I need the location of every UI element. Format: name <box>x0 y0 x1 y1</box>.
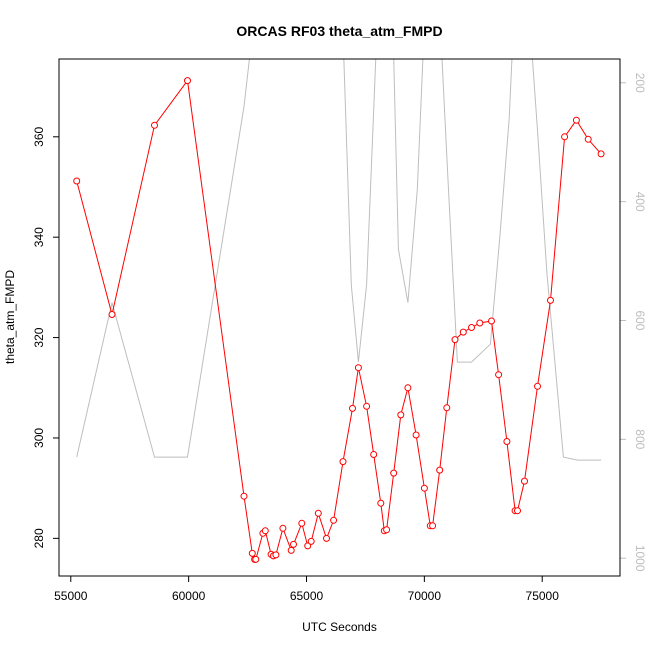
theta-point <box>252 555 260 563</box>
theta-point <box>73 177 81 185</box>
y-tick-label: 340 <box>32 227 46 247</box>
theta-point <box>287 546 295 554</box>
x-tick-label: 75000 <box>526 589 560 603</box>
theta-point <box>151 121 158 129</box>
pressure-line <box>76 59 602 461</box>
theta-series <box>73 77 605 563</box>
theta-point <box>240 492 248 500</box>
theta-point <box>370 451 378 458</box>
x-tick-label: 65000 <box>290 589 324 603</box>
theta-point <box>383 526 391 534</box>
theta-point <box>314 509 322 517</box>
y2-tick-label: 600 <box>633 310 647 330</box>
theta-point <box>304 542 312 550</box>
theta-point <box>495 371 503 379</box>
y2-tick-label: 800 <box>633 429 647 449</box>
theta-point <box>514 507 521 515</box>
theta-point <box>561 133 569 141</box>
theta-point <box>521 477 528 485</box>
pressure-series <box>76 59 602 461</box>
x-axis-label: UTC Seconds <box>302 620 377 634</box>
theta-point <box>503 438 511 445</box>
x-tick-label: 70000 <box>408 589 442 603</box>
theta-point <box>436 466 444 474</box>
theta-point <box>363 402 371 410</box>
theta-point <box>397 411 405 419</box>
y-tick-label: 360 <box>32 126 46 146</box>
y-tick-label: 280 <box>32 528 46 548</box>
theta-point <box>349 404 356 412</box>
theta-point <box>377 499 385 507</box>
theta-point <box>584 135 592 143</box>
theta-point <box>420 484 428 492</box>
y-tick-label: 320 <box>32 327 46 347</box>
theta-point <box>572 116 580 124</box>
theta-point <box>468 324 475 331</box>
theta-point <box>184 77 191 85</box>
theta-point <box>476 319 484 327</box>
theta-point <box>547 296 554 304</box>
theta-point <box>451 336 459 344</box>
theta-point <box>330 516 338 524</box>
theta-point <box>307 537 315 545</box>
theta-point <box>459 328 467 336</box>
y-axis-label: theta_atm_FMPD <box>3 270 17 364</box>
theta-point <box>298 519 306 527</box>
theta-point <box>443 404 451 412</box>
theta-point <box>534 382 541 390</box>
theta-point <box>279 524 287 532</box>
theta-point <box>488 317 495 325</box>
x-tick-label: 55000 <box>54 589 88 603</box>
y2-tick-label: 200 <box>633 73 647 93</box>
y-tick-label: 300 <box>32 428 46 448</box>
y2-tick-label: 1000 <box>633 545 647 572</box>
theta-point <box>108 311 116 318</box>
x-tick-label: 60000 <box>172 589 206 603</box>
y-axis-left: 280 300 320 340 360 <box>32 126 60 548</box>
chart-title: ORCAS RF03 theta_atm_FMPD <box>236 23 442 39</box>
theta-point <box>261 527 269 535</box>
theta-point <box>412 431 420 439</box>
theta-point <box>339 458 347 466</box>
theta-point <box>290 540 297 548</box>
y2-tick-label: 400 <box>633 192 647 212</box>
plot-frame <box>58 58 621 577</box>
theta-point <box>323 534 330 542</box>
theta-point <box>354 364 362 372</box>
theta-point <box>248 549 256 557</box>
theta-point <box>429 522 437 530</box>
theta-point <box>390 469 398 477</box>
theta-point <box>597 150 605 158</box>
theta-point <box>272 551 280 559</box>
theta-point <box>404 384 412 392</box>
